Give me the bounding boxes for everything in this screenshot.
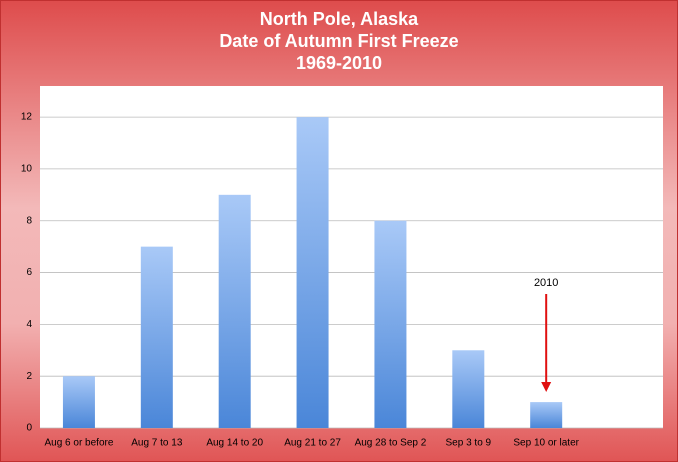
y-tick-label: 4 [26,319,32,330]
bar [452,350,485,428]
x-tick-label: Sep 3 to 9 [446,438,492,449]
chart-title: Date of Autumn First Freeze [219,31,458,51]
bar [374,220,407,428]
bar [140,246,173,428]
annotation-arrowhead [541,382,552,392]
chart-title: North Pole, Alaska [260,9,419,29]
y-tick-label: 8 [26,215,32,226]
y-tick-label: 2 [26,371,32,382]
bar [530,402,563,428]
x-tick-label: Aug 6 or before [44,438,113,449]
y-tick-label: 10 [21,164,33,175]
plot-area [40,86,663,428]
bar [218,194,251,428]
x-tick-label: Aug 21 to 27 [284,438,341,449]
x-tick-label: Aug 7 to 13 [131,438,183,449]
x-tick-label: Aug 14 to 20 [206,438,263,449]
y-tick-label: 0 [26,423,32,434]
y-tick-label: 6 [26,267,32,278]
y-tick-label: 12 [21,112,33,123]
bar [296,117,329,428]
annotation: 2010 [534,277,558,289]
bar [62,376,95,428]
chart-title: 1969-2010 [296,53,382,73]
x-tick-label: Sep 10 or later [513,438,579,449]
x-tick-label: Aug 28 to Sep 2 [355,438,427,449]
